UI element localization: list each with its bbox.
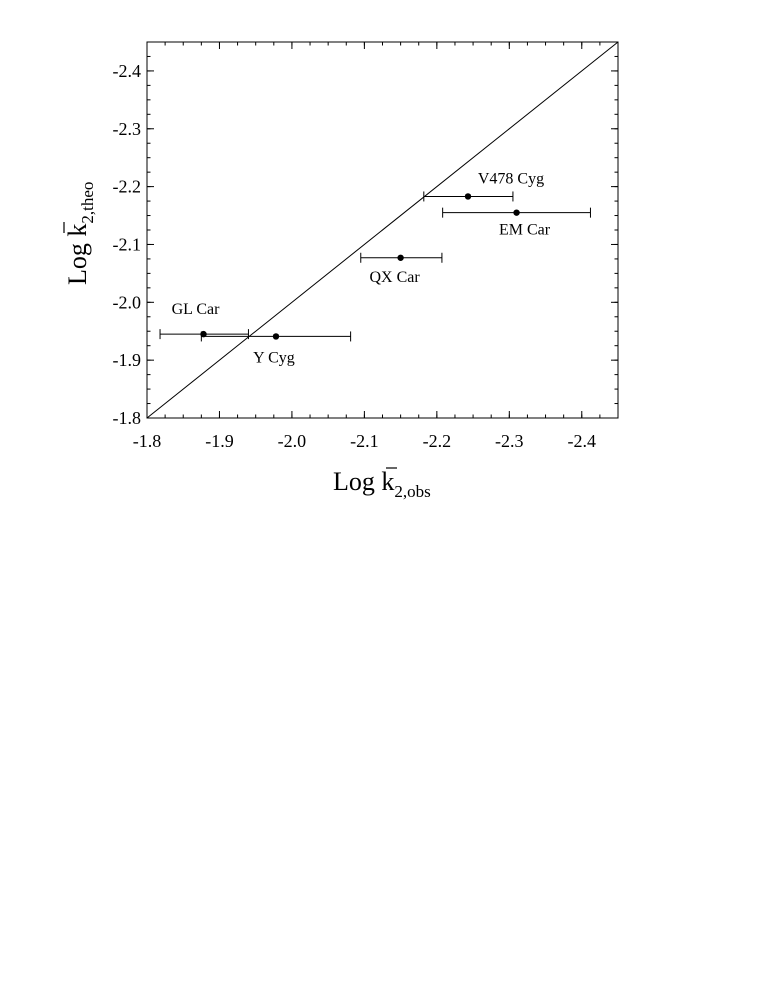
y-tick-label: -2.3: [113, 119, 142, 139]
x-tick-label: -2.0: [278, 431, 307, 451]
y-tick-label: -2.4: [113, 61, 142, 81]
reference-line: [146, 41, 619, 419]
y-tick-label: -1.9: [113, 350, 142, 370]
data-point: [464, 193, 472, 200]
y-axis-ticks: -1.8 -1.9 -2.0 -2.1 -2.2 -2.3 -2.4: [113, 41, 618, 428]
x-axis-title: Log k2,obs: [333, 467, 431, 501]
point-label: GL Car: [172, 301, 221, 318]
y-axis-title: Log k2,theo: [63, 182, 97, 285]
x-tick-label: -2.2: [423, 431, 452, 451]
point-label: EM Car: [499, 222, 551, 239]
y-tick-label: -2.1: [113, 234, 142, 254]
data-point: [513, 209, 520, 216]
y-axis-title-main: Log k: [63, 224, 92, 285]
y-tick-label: -1.8: [113, 408, 142, 428]
y-tick-label: -2.0: [113, 292, 142, 312]
data-points: GL Car Y Cyg QX Car V478 Cyg EM Car: [159, 170, 591, 366]
point-label: V478 Cyg: [478, 170, 544, 187]
x-tick-label: -1.9: [205, 431, 234, 451]
x-tick-label: -2.3: [495, 431, 524, 451]
x-tick-label: -1.8: [133, 431, 162, 451]
data-point: [200, 330, 207, 338]
x-axis-title-subscript: 2,obs: [394, 482, 430, 501]
y-tick-label: -2.2: [113, 177, 142, 197]
data-point: [272, 333, 280, 340]
x-axis-ticks: -1.8 -1.9 -2.0 -2.1 -2.2 -2.3 -2.4: [133, 42, 619, 451]
point-label: QX Car: [370, 269, 421, 286]
point-label: Y Cyg: [253, 349, 295, 366]
data-point: [397, 254, 404, 261]
x-axis-title-main: Log k: [333, 467, 394, 496]
y-axis-title-subscript: 2,theo: [78, 182, 97, 224]
x-tick-label: -2.4: [568, 431, 597, 451]
x-tick-label: -2.1: [350, 431, 379, 451]
